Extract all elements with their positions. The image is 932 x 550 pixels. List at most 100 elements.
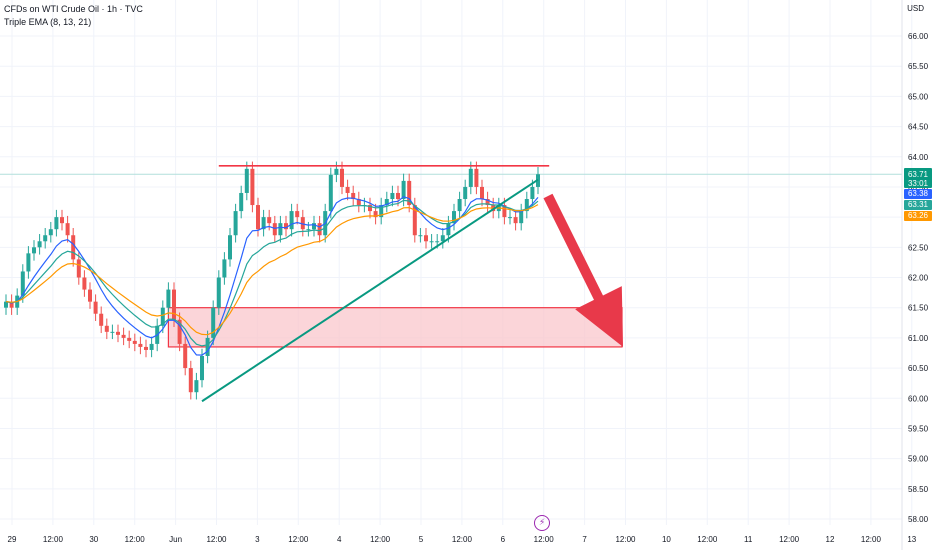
- arrow-shape: [543, 193, 623, 347]
- support-zone[interactable]: [167, 307, 623, 348]
- candle-body: [306, 229, 311, 231]
- ema-mid-badge: 63.31: [908, 200, 929, 209]
- candle-body: [435, 241, 440, 243]
- candle-body: [508, 217, 512, 219]
- candle-body: [524, 199, 529, 212]
- time-tick-label: 13: [907, 535, 916, 544]
- price-tick-label: 58.50: [908, 485, 929, 494]
- time-tick-label: 12:00: [206, 535, 227, 544]
- candle-body: [216, 277, 221, 308]
- candle-body: [334, 168, 339, 175]
- price-tick-label: 64.00: [908, 153, 929, 162]
- time-tick-label: 12:00: [288, 535, 309, 544]
- candle-body: [166, 289, 171, 308]
- price-axis[interactable]: 66.0065.5065.0064.5064.0063.5063.0062.50…: [908, 32, 929, 524]
- candle-body: [485, 199, 490, 206]
- candle-body: [379, 205, 384, 218]
- candle-body: [88, 289, 92, 302]
- candle-body: [452, 211, 456, 224]
- candle-body: [474, 168, 479, 187]
- time-tick-label: 11: [744, 535, 753, 544]
- time-tick-label: 12:00: [615, 535, 636, 544]
- candle-body: [160, 307, 165, 326]
- candle-body: [76, 259, 81, 278]
- candle-body: [239, 192, 244, 212]
- candle-body: [295, 211, 300, 218]
- candle-body: [82, 277, 87, 290]
- candle-body: [183, 343, 188, 369]
- last-price-badge-bg: [904, 168, 932, 188]
- symbol-title[interactable]: CFDs on WTI Crude Oil · 1h · TVC: [4, 4, 143, 14]
- candle-body: [233, 211, 238, 236]
- time-tick-label: Jun: [169, 535, 182, 544]
- candle-body: [71, 235, 76, 260]
- candle-body: [429, 241, 434, 243]
- indicator-legend[interactable]: Triple EMA (8, 13, 21): [4, 17, 92, 27]
- time-tick-label: 4: [337, 535, 342, 544]
- time-tick-label: 12:00: [779, 535, 800, 544]
- candle-body: [390, 192, 395, 200]
- candle-body: [144, 346, 148, 350]
- trendline[interactable]: [201, 178, 539, 403]
- candle-body: [446, 223, 451, 236]
- candle-body: [26, 253, 31, 272]
- lightning-icon[interactable]: ⚡: [534, 515, 550, 531]
- candle-body: [9, 301, 14, 308]
- price-tick-label: 66.00: [908, 32, 929, 41]
- candle-body: [93, 301, 98, 314]
- price-tick-label: 65.50: [908, 62, 929, 71]
- candle-body: [121, 334, 126, 338]
- time-tick-label: 12:00: [697, 535, 718, 544]
- candle-body: [37, 241, 42, 248]
- candle-body: [194, 380, 199, 393]
- candle-body: [340, 168, 344, 187]
- time-tick-label: 12:00: [861, 535, 882, 544]
- candle-body: [244, 168, 249, 193]
- price-tick-label: 59.00: [908, 455, 929, 464]
- ema-line-13: [5, 199, 539, 347]
- time-tick-label: 12:00: [370, 535, 391, 544]
- candle-body: [54, 217, 59, 230]
- candle-body: [328, 174, 333, 212]
- candle-body: [177, 319, 182, 344]
- candle-body: [373, 211, 378, 218]
- price-tick-label: 62.00: [908, 274, 929, 283]
- candle-body: [205, 337, 210, 356]
- candle-body: [401, 180, 406, 200]
- ema-fast-badge-bg: [904, 189, 932, 199]
- candle-body: [272, 223, 277, 236]
- candle-body: [32, 247, 36, 254]
- price-tick-label: 61.00: [908, 334, 929, 343]
- candle-body: [480, 186, 484, 200]
- candle-body: [99, 313, 104, 326]
- projection-arrow[interactable]: [543, 193, 624, 347]
- candle-body: [519, 211, 524, 224]
- candle-body: [127, 337, 132, 341]
- candle-body: [412, 205, 417, 236]
- currency-label[interactable]: USD: [907, 4, 924, 13]
- last-price-value: 63.71: [908, 170, 929, 179]
- candle-body: [250, 168, 255, 206]
- candle-body: [289, 211, 294, 230]
- ema-fast-badge: 63.38: [908, 189, 929, 198]
- time-tick-label: 30: [89, 535, 98, 544]
- time-tick-label: 12:00: [452, 535, 473, 544]
- candle-body: [4, 301, 8, 308]
- time-tick-label: 12:00: [43, 535, 64, 544]
- candle-body: [513, 217, 518, 224]
- candle-body: [48, 229, 53, 236]
- candle-body: [468, 168, 473, 187]
- ema-line-8: [5, 196, 539, 356]
- candle-body: [368, 205, 372, 212]
- candle-body: [65, 223, 70, 236]
- candle-body: [345, 186, 350, 193]
- time-axis[interactable]: 29 12:00 30 12:00 Jun 12:00 3 12:00 4 12:00 5 12:00…: [8, 535, 917, 544]
- ema-line-21: [5, 204, 539, 336]
- candle-body: [300, 217, 305, 230]
- price-tick-label: 59.50: [908, 424, 929, 433]
- candle-body: [418, 235, 423, 237]
- price-tick-label: 64.50: [908, 123, 929, 132]
- time-tick-label: 12:00: [534, 535, 555, 544]
